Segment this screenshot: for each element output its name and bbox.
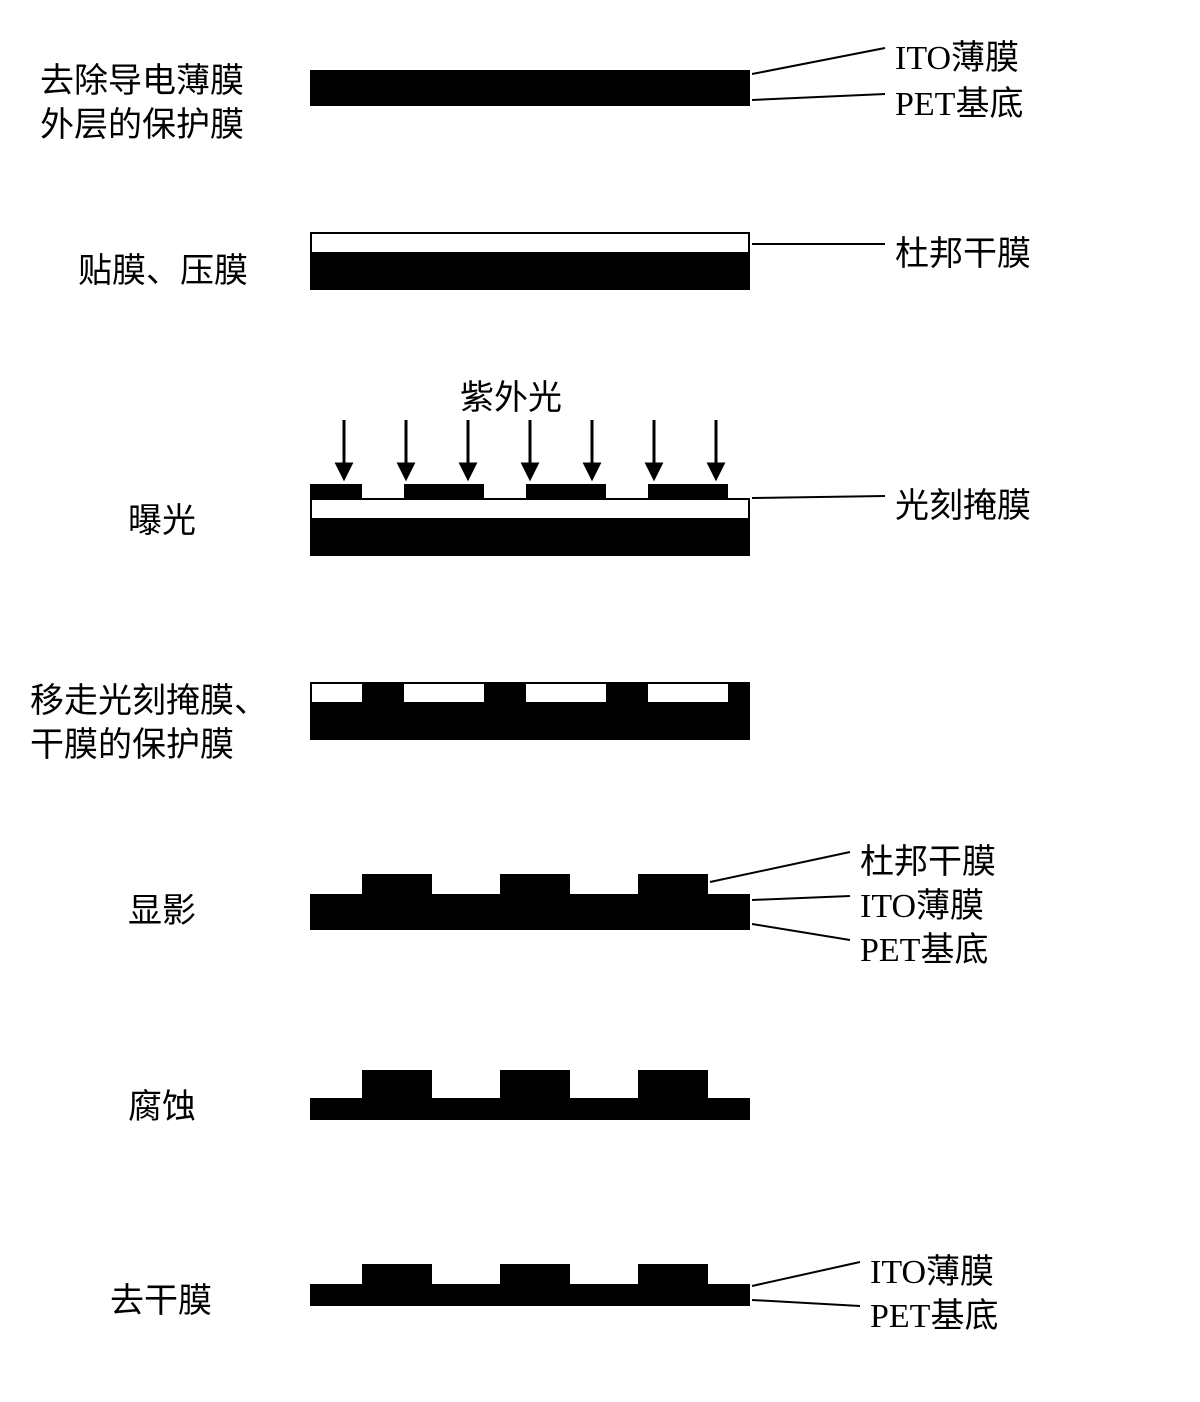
step1-label: 去除导电薄膜外层的保护膜 — [40, 60, 244, 148]
step5-callout-ito: ITO薄膜 — [860, 878, 984, 927]
step1-label-line1: 去除导电薄膜外层的保护膜 — [40, 63, 244, 144]
step6-bump-2 — [500, 1070, 570, 1098]
step7-bump-3 — [638, 1264, 708, 1284]
step5-label: 显影 — [128, 890, 196, 934]
step4-label-text: 移走光刻掩膜、干膜的保护膜 — [30, 683, 268, 764]
step5-base-slab — [310, 894, 750, 930]
step4-exposed-3 — [606, 682, 648, 704]
step3-label: 曝光 — [128, 500, 196, 544]
step3-dryfilm-layer — [310, 498, 750, 520]
step7-bump-2 — [500, 1264, 570, 1284]
step7-base-slab — [310, 1284, 750, 1306]
step4-label: 移走光刻掩膜、干膜的保护膜 — [30, 680, 268, 768]
step3-base-slab — [310, 520, 750, 556]
step2-label: 贴膜、压膜 — [78, 250, 248, 294]
step7-label: 去干膜 — [110, 1280, 212, 1324]
uv-label: 紫外光 — [460, 370, 562, 419]
step3-mask-2 — [404, 484, 484, 498]
step3-mask-4 — [648, 484, 728, 498]
step6-base-slab — [310, 1098, 750, 1120]
step6-bump-3 — [638, 1070, 708, 1098]
step7-callout-ito: ITO薄膜 — [870, 1244, 994, 1293]
step3-mask-1 — [310, 484, 362, 498]
step6-bump-1 — [362, 1070, 432, 1098]
step2-base-slab — [310, 254, 750, 290]
step5-callout-pet: PET基底 — [860, 922, 988, 971]
step3-callout-mask: 光刻掩膜 — [895, 478, 1031, 527]
step5-bump-2 — [500, 874, 570, 894]
step4-exposed-2 — [484, 682, 526, 704]
step2-dryfilm-layer — [310, 232, 750, 254]
step5-callout-dryfilm: 杜邦干膜 — [860, 834, 996, 883]
step7-callout-pet: PET基底 — [870, 1288, 998, 1337]
step5-bump-3 — [638, 874, 708, 894]
step6-label: 腐蚀 — [128, 1086, 196, 1130]
step3-mask-3 — [526, 484, 606, 498]
step4-exposed-1 — [362, 682, 404, 704]
step1-ito-pet-slab — [310, 70, 750, 106]
step1-callout-ito: ITO薄膜 — [895, 30, 1019, 79]
step1-callout-pet: PET基底 — [895, 76, 1023, 125]
step2-callout-dryfilm: 杜邦干膜 — [895, 226, 1031, 275]
step7-bump-1 — [362, 1264, 432, 1284]
step4-exposed-4 — [728, 682, 750, 704]
step4-base-slab — [310, 704, 750, 740]
step5-bump-1 — [362, 874, 432, 894]
